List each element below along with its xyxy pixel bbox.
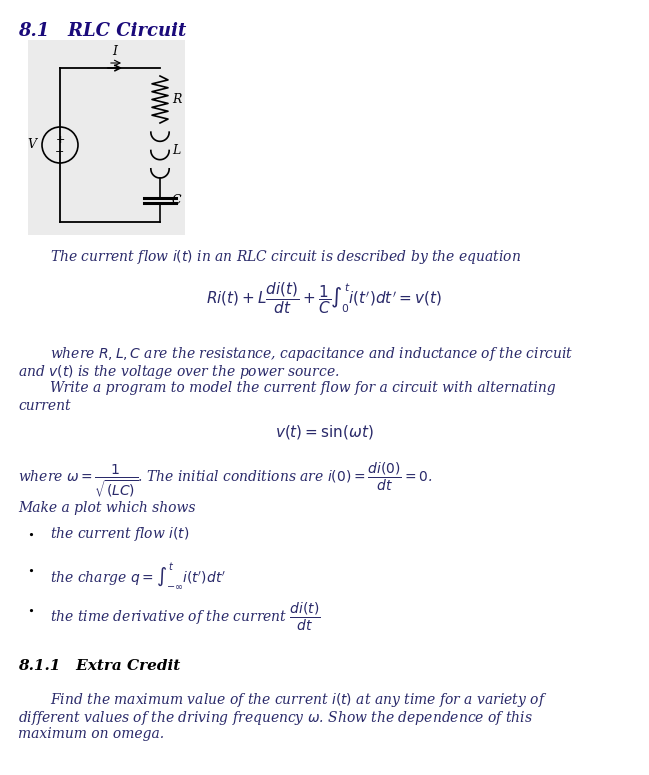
Text: $\bullet$: $\bullet$ xyxy=(27,565,34,575)
Bar xyxy=(28,40,185,235)
Text: I: I xyxy=(112,45,117,58)
Text: where $\omega = \dfrac{1}{\sqrt{(LC)}}$. The initial conditions are $i(0) = \dfr: where $\omega = \dfrac{1}{\sqrt{(LC)}}$.… xyxy=(18,461,433,499)
Text: $\bullet$: $\bullet$ xyxy=(27,605,34,615)
Text: where $R, L, C$ are the resistance, capacitance and inductance of the circuit: where $R, L, C$ are the resistance, capa… xyxy=(50,345,574,363)
Text: −: − xyxy=(55,147,65,157)
Text: Find the maximum value of the current $i(t)$ at any time for a variety of: Find the maximum value of the current $i… xyxy=(50,691,547,709)
Text: The current flow $i(t)$ in an RLC circuit is described by the equation: The current flow $i(t)$ in an RLC circui… xyxy=(50,248,521,266)
Text: $v(t) = \sin(\omega t)$: $v(t) = \sin(\omega t)$ xyxy=(275,423,373,441)
Text: the charge $q = \int_{-\infty}^{t} i(t^\prime)dt^\prime$: the charge $q = \int_{-\infty}^{t} i(t^\… xyxy=(50,561,226,591)
Text: maximum on omega.: maximum on omega. xyxy=(18,727,164,741)
Text: and $v(t)$ is the voltage over the power source.: and $v(t)$ is the voltage over the power… xyxy=(18,363,339,381)
Text: current: current xyxy=(18,399,71,413)
Text: R: R xyxy=(172,93,181,106)
Text: 8.1.1   Extra Credit: 8.1.1 Extra Credit xyxy=(18,659,180,673)
Text: C: C xyxy=(172,194,182,206)
Text: $\bullet$: $\bullet$ xyxy=(27,529,34,539)
Text: the current flow $i(t)$: the current flow $i(t)$ xyxy=(50,525,190,543)
Text: L: L xyxy=(172,144,180,157)
Text: the time derivative of the current $\dfrac{di(t)}{dt}$: the time derivative of the current $\dfr… xyxy=(50,601,321,633)
Text: $Ri(t) + L\dfrac{di(t)}{dt} + \dfrac{1}{C}\int_0^{t} i(t^\prime)dt^\prime = v(t): $Ri(t) + L\dfrac{di(t)}{dt} + \dfrac{1}{… xyxy=(206,280,442,315)
Text: V: V xyxy=(27,139,36,151)
Text: Write a program to model the current flow for a circuit with alternating: Write a program to model the current flo… xyxy=(50,381,556,395)
Text: different values of the driving frequency $\omega$. Show the dependence of this: different values of the driving frequenc… xyxy=(18,709,533,727)
Text: +: + xyxy=(55,135,65,145)
Text: 8.1   RLC Circuit: 8.1 RLC Circuit xyxy=(18,22,186,40)
Text: Make a plot which shows: Make a plot which shows xyxy=(18,501,195,515)
